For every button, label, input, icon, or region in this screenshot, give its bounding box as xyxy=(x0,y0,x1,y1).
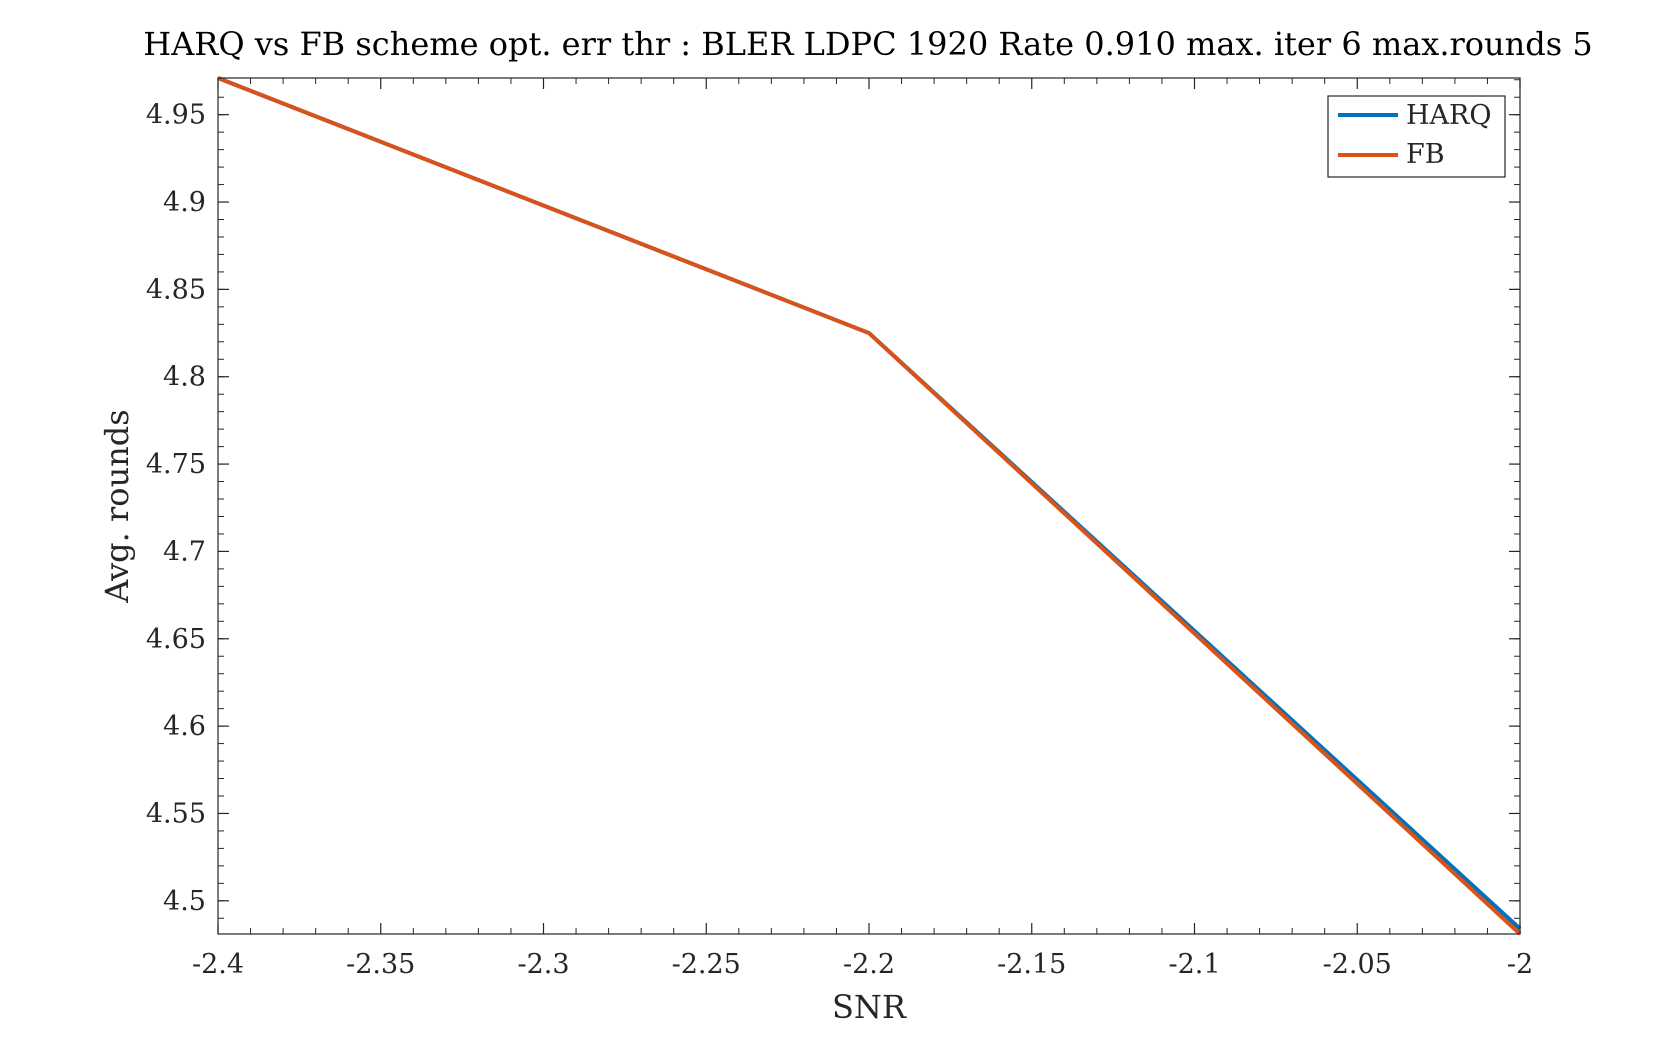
legend: HARQ FB xyxy=(1327,95,1506,178)
x-tick-label: -2 xyxy=(1507,949,1533,980)
axis-ticks xyxy=(217,78,1521,934)
plot-area xyxy=(218,78,1520,934)
x-axis-label: SNR xyxy=(832,988,907,1026)
y-tick-label: 4.75 xyxy=(146,449,206,480)
y-tick-label: 4.6 xyxy=(163,711,206,742)
series-line-fb xyxy=(217,76,1522,936)
y-tick-label: 4.7 xyxy=(163,536,206,567)
y-axis-label: Avg. rounds xyxy=(98,409,136,603)
y-tick-label: 4.95 xyxy=(146,100,206,131)
y-tick-label: 4.65 xyxy=(146,624,206,655)
legend-label-harq: HARQ xyxy=(1406,100,1492,131)
chart-title: HARQ vs FB scheme opt. err thr : BLER LD… xyxy=(143,25,1592,63)
x-tick-label: -2.15 xyxy=(997,949,1066,980)
y-tick-label: 4.5 xyxy=(163,886,206,917)
x-tick-label: -2.05 xyxy=(1323,949,1392,980)
y-tick-label: 4.8 xyxy=(163,362,206,393)
x-tick-label: -2.2 xyxy=(843,949,895,980)
x-tick-label: -2.3 xyxy=(517,949,569,980)
x-tick-label: -2.4 xyxy=(192,949,244,980)
legend-box xyxy=(1327,95,1506,178)
y-tick-label: 4.55 xyxy=(146,798,206,829)
x-tick-label: -2.35 xyxy=(346,949,415,980)
x-tick-label: -2.25 xyxy=(672,949,741,980)
y-tick-label: 4.9 xyxy=(163,187,206,218)
tick-labels: -2.4 -2.35 -2.3 -2.25 -2.2 -2.15 -2.1 -2.05 -2 4.… xyxy=(146,100,1533,980)
legend-label-fb: FB xyxy=(1406,139,1445,170)
x-tick-label: -2.1 xyxy=(1168,949,1220,980)
series-lines xyxy=(217,76,1522,936)
axes-box xyxy=(217,77,1521,935)
y-tick-label: 4.85 xyxy=(146,274,206,305)
